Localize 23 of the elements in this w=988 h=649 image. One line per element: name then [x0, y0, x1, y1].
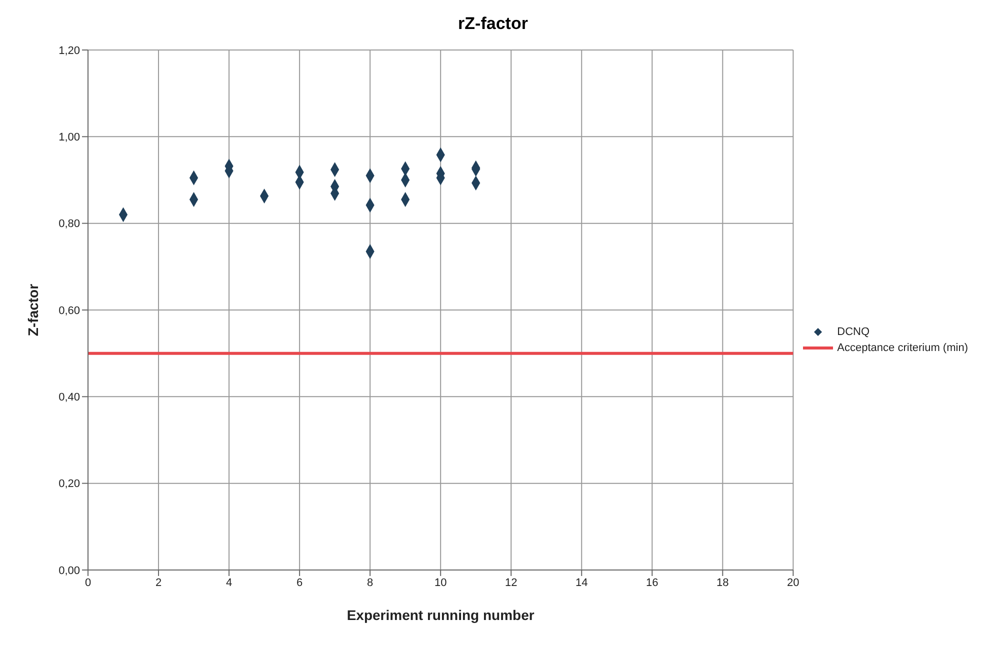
- x-tick-label: 0: [84, 576, 92, 589]
- x-tick-label: 18: [716, 576, 729, 589]
- x-tick-label: 2: [155, 576, 162, 589]
- x-tick-label: 4: [226, 576, 232, 589]
- x-tick-label: 6: [296, 576, 303, 589]
- y-tick-label: 0,20: [58, 478, 80, 490]
- x-axis-title: Experiment running number: [346, 607, 535, 623]
- x-tick-label: 12: [504, 576, 518, 589]
- x-tick-label: 8: [367, 576, 374, 589]
- y-tick-label: 1,00: [58, 132, 80, 144]
- y-tick-label: 0,80: [58, 218, 80, 230]
- legend-label: Acceptance criterium (min): [837, 342, 968, 354]
- x-tick-label: 10: [434, 576, 447, 589]
- chart-title: rZ-factor: [457, 13, 529, 35]
- y-tick-label: 0,60: [58, 304, 80, 317]
- legend-label: DCNQ: [837, 326, 870, 338]
- y-tick-label: 1,20: [58, 44, 80, 57]
- y-tick-label: 0,00: [58, 564, 80, 577]
- x-tick-label: 20: [787, 576, 800, 589]
- y-tick-label: 0,40: [58, 392, 80, 404]
- y-axis-title: Z-factor: [24, 283, 41, 336]
- x-tick-label: 16: [646, 576, 658, 589]
- x-tick-label: 14: [575, 576, 588, 589]
